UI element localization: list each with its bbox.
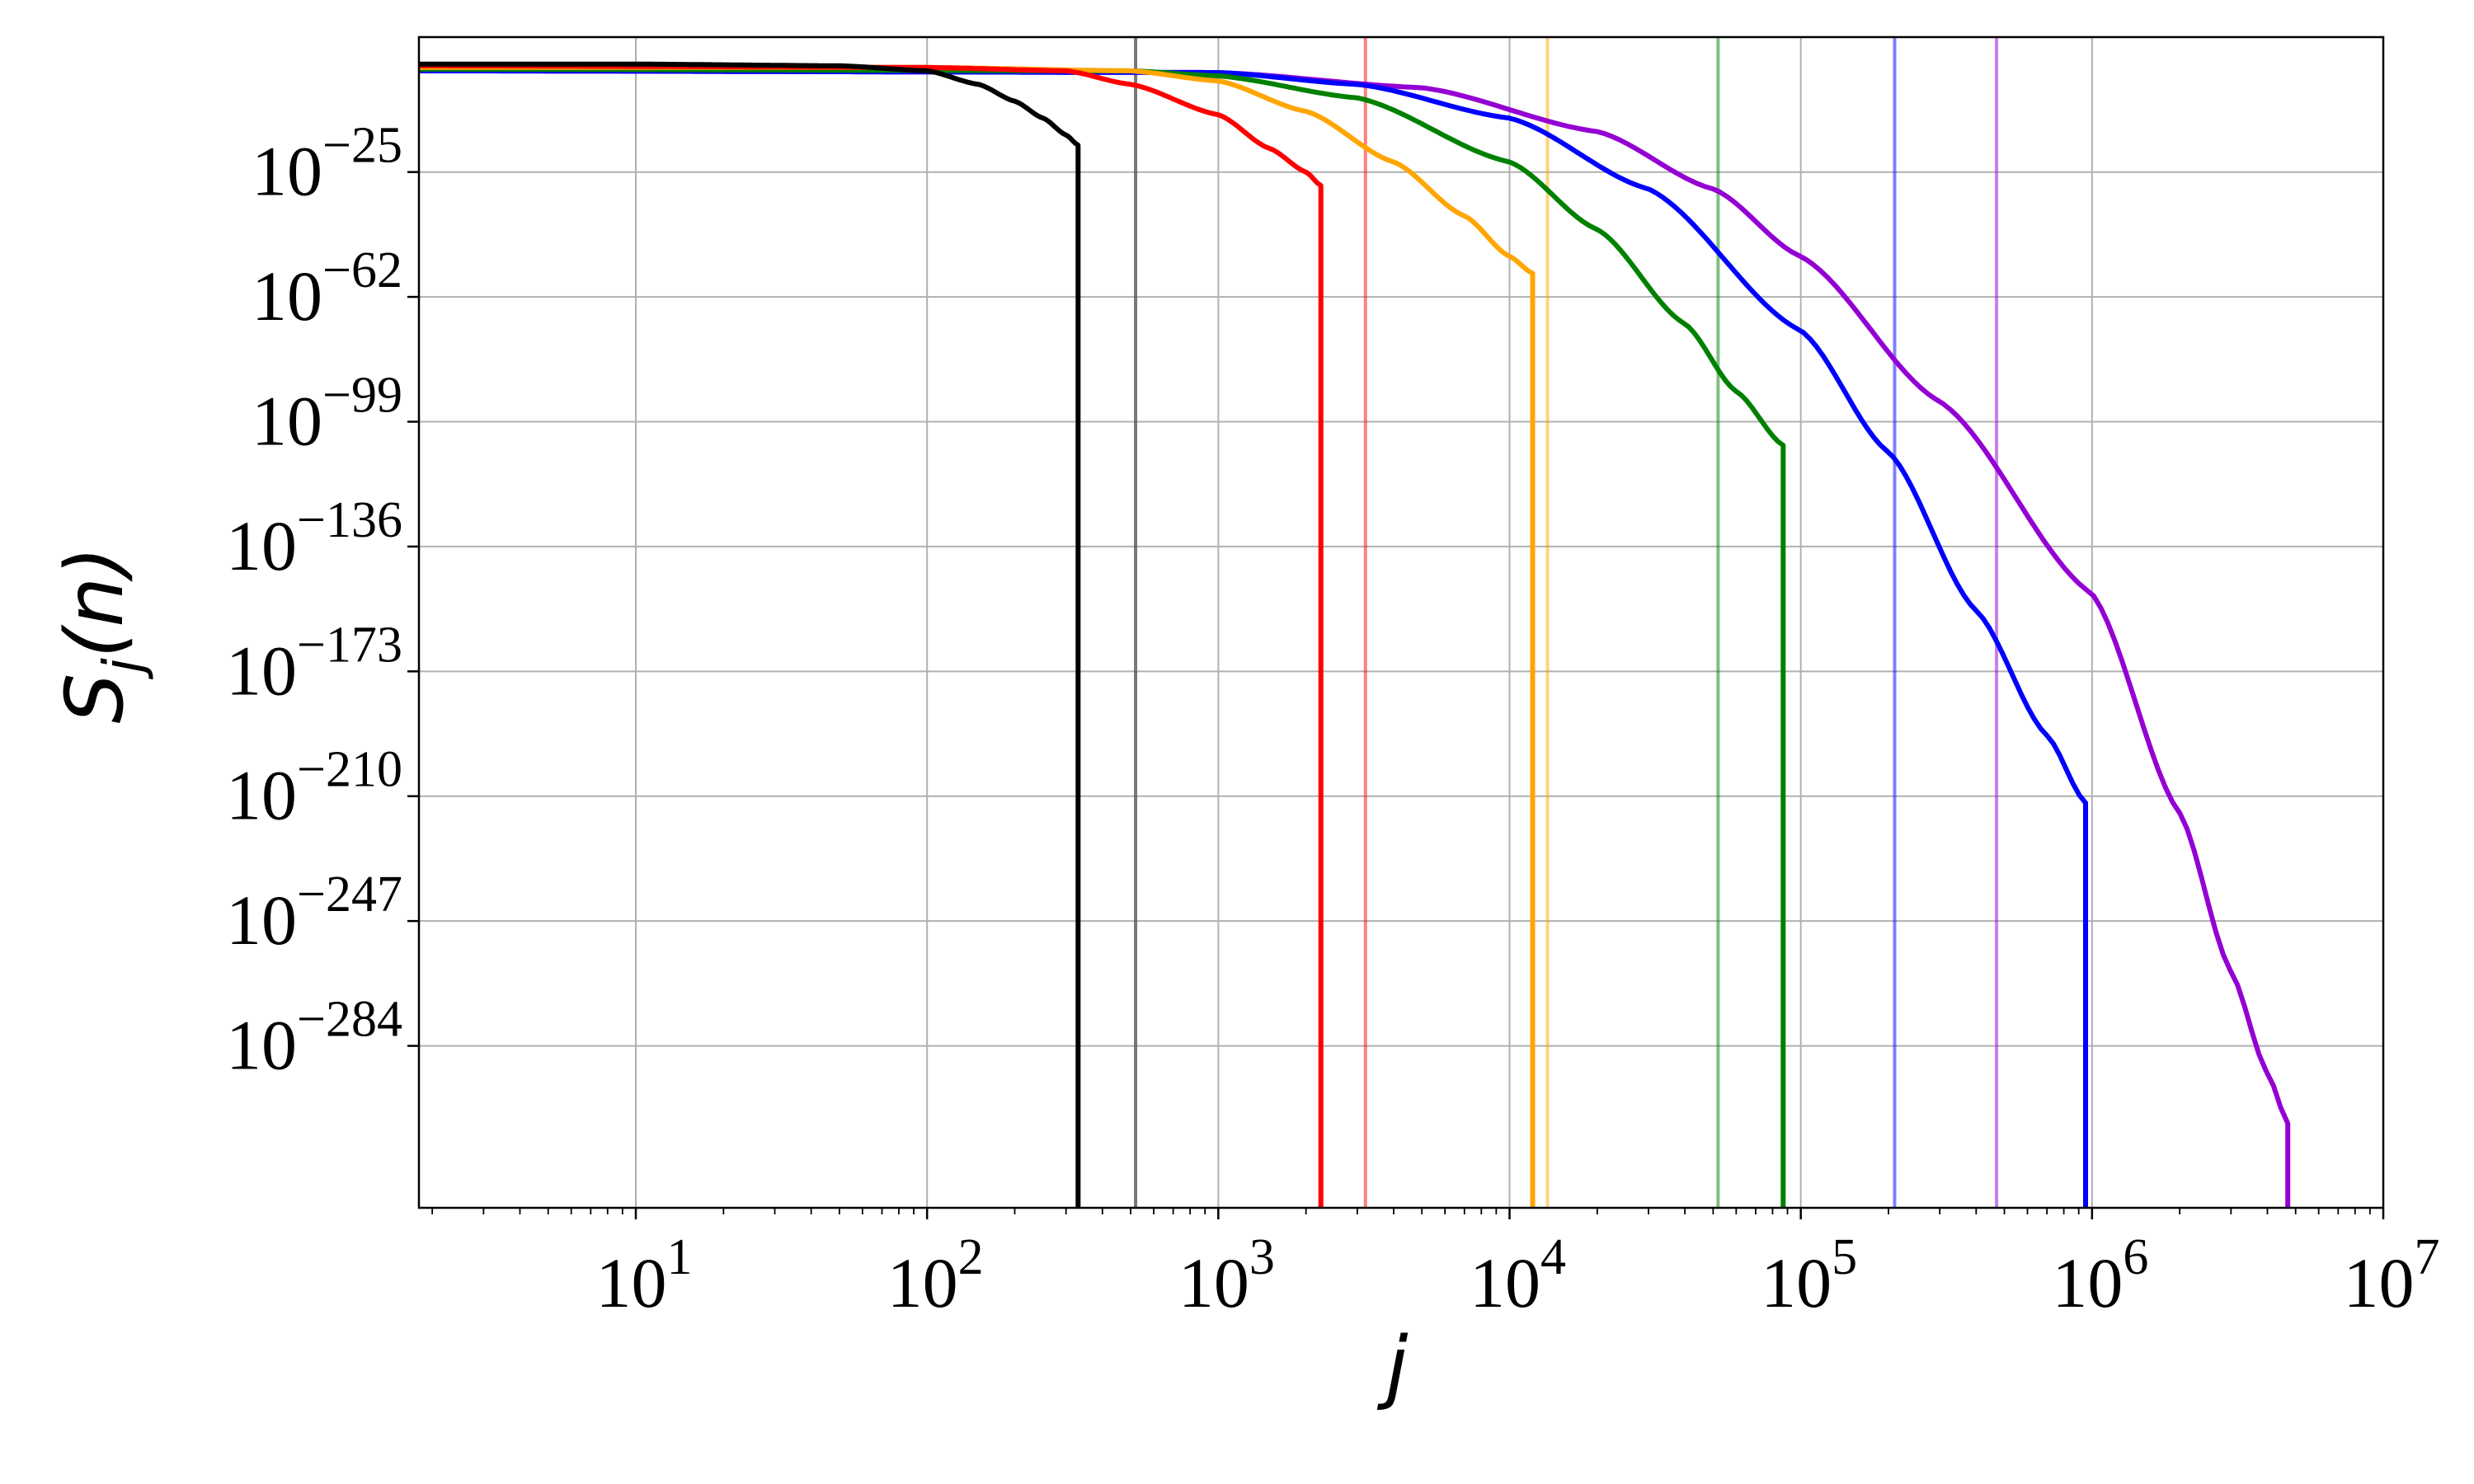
y-tick-label: 10−136	[226, 492, 402, 585]
x-tick-label: 102	[887, 1229, 984, 1322]
reference-vertical-lines	[1134, 37, 1999, 1208]
x-tick-label: 107	[2344, 1229, 2440, 1322]
series-line	[419, 61, 1081, 1208]
y-axis-label: Sj(n)	[49, 546, 155, 723]
y-tick-label: 10−62	[252, 242, 402, 336]
series-line	[419, 68, 2291, 1208]
y-tick-label: 10−247	[226, 866, 402, 960]
x-axis-label: j	[1377, 1320, 1409, 1412]
y-tick-label: 10−99	[252, 368, 402, 461]
y-tick-label: 10−173	[226, 617, 402, 710]
series-line	[419, 66, 1786, 1208]
series-line	[419, 68, 2088, 1208]
x-tick-label: 106	[2052, 1229, 2148, 1322]
x-tick-labels: 101 102 103 104 105 106 107	[596, 1229, 2440, 1322]
y-tick-label: 10−210	[226, 742, 402, 835]
series-lines	[419, 61, 2291, 1208]
series-line	[419, 63, 1324, 1208]
y-tick-label: 10−284	[226, 992, 402, 1085]
grid	[419, 37, 2383, 1208]
axis-ticks	[407, 171, 2385, 1219]
y-tick-labels: 10−25 10−62 10−99 10−136 10−173 10−210 10−247 1…	[226, 118, 402, 1085]
x-tick-label: 101	[596, 1229, 693, 1322]
x-tick-label: 103	[1178, 1229, 1275, 1322]
x-tick-label: 104	[1470, 1229, 1566, 1322]
x-tick-label: 105	[1761, 1229, 1857, 1322]
plot-frame	[417, 35, 2385, 1209]
y-tick-label: 10−25	[252, 118, 402, 211]
